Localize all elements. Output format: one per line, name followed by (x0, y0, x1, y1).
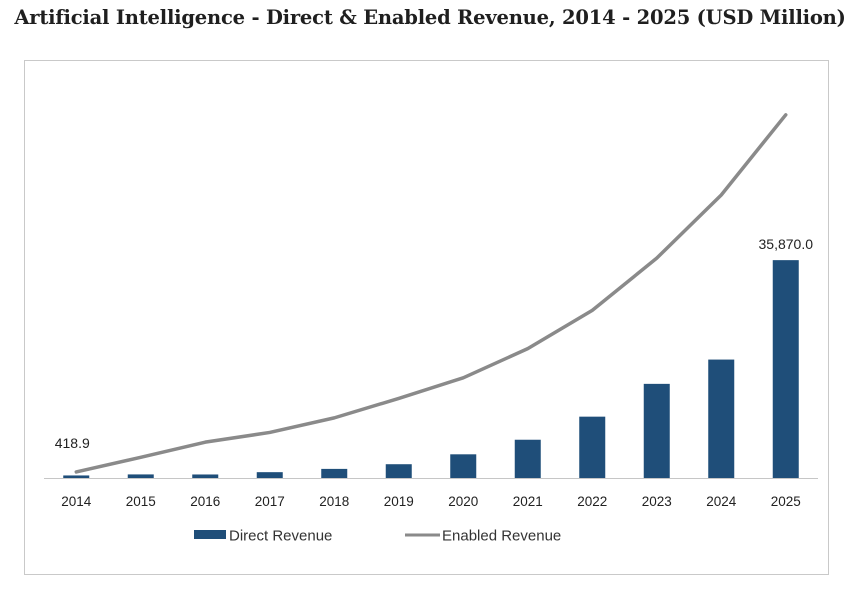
chart-title: Artificial Intelligence - Direct & Enabl… (14, 6, 846, 29)
bar-direct-revenue-2025 (772, 260, 799, 478)
x-tick-label-2014: 2014 (61, 494, 92, 509)
line-enabled-revenue (74, 113, 788, 474)
bar-direct-revenue-2018 (321, 468, 348, 478)
x-tick-label-2019: 2019 (384, 494, 414, 509)
bar-direct-revenue-2019 (385, 464, 412, 478)
x-tick-label-2015: 2015 (126, 494, 156, 509)
bar-direct-revenue-2024 (708, 359, 735, 478)
bar-direct-revenue-2016 (192, 474, 219, 478)
x-tick-label-2025: 2025 (771, 494, 801, 509)
bar-direct-revenue-2020 (450, 454, 477, 478)
x-tick-label-2016: 2016 (190, 494, 220, 509)
labels-layer: 418.9 35,870.0 (55, 236, 813, 451)
x-tick-label-2017: 2017 (255, 494, 285, 509)
chart-frame (24, 60, 829, 575)
x-tick-label-2021: 2021 (513, 494, 543, 509)
x-tick-label-2023: 2023 (642, 494, 672, 509)
legend: Direct Revenue Enabled Revenue (194, 528, 561, 545)
data-label-2025: 35,870.0 (759, 236, 814, 252)
bar-direct-revenue-2015 (127, 474, 154, 478)
legend-label-enabled-revenue: Enabled Revenue (442, 528, 561, 545)
bar-direct-revenue-2017 (256, 472, 283, 478)
bar-direct-revenue-2022 (579, 416, 606, 478)
bar-direct-revenue-2014 (63, 475, 90, 478)
legend-swatch-direct-revenue (194, 530, 226, 539)
ticks-layer: 2014 2015 2016 2017 2018 2019 2020 2021 2022 2023… (61, 494, 801, 509)
legend-label-direct-revenue: Direct Revenue (229, 528, 332, 545)
bars-layer (63, 260, 799, 478)
bar-direct-revenue-2021 (514, 439, 541, 478)
data-label-2014: 418.9 (55, 435, 90, 451)
x-tick-label-2024: 2024 (706, 494, 737, 509)
x-tick-label-2020: 2020 (448, 494, 478, 509)
x-tick-label-2022: 2022 (577, 494, 607, 509)
line-layer (74, 113, 788, 474)
x-tick-label-2018: 2018 (319, 494, 349, 509)
bar-direct-revenue-2023 (643, 383, 670, 478)
